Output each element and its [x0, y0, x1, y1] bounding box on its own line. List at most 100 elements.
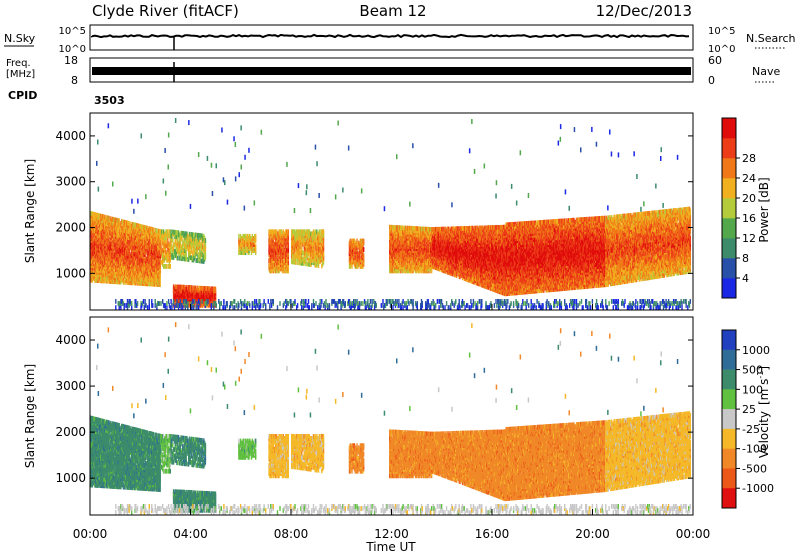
power-cell-2248 [174, 249, 176, 254]
power-cell-736 [112, 260, 114, 266]
power-cell-1024 [122, 277, 125, 283]
power-cell-2386 [189, 255, 192, 260]
power-cell-1242 [129, 241, 131, 247]
power-cell-1266 [130, 235, 132, 241]
power-cell-729 [112, 279, 114, 284]
power-cell-1433 [136, 260, 138, 265]
power-cell-2131 [162, 264, 165, 269]
power-cell-725 [111, 225, 114, 230]
power-cell-2422 [193, 242, 195, 248]
power-cell-1312 [131, 251, 134, 256]
power-cell-764 [113, 237, 115, 243]
power-cell-1486 [137, 254, 140, 259]
power-cell-334 [99, 219, 101, 225]
nave-tick-bottom: 0 [708, 74, 715, 87]
power-cell-1999 [156, 246, 158, 252]
power-cell-698 [110, 231, 113, 236]
noise-left-tick-bottom: 10^0 [59, 44, 86, 55]
power-cell-2205 [168, 229, 171, 235]
power-cell-1891 [152, 227, 154, 232]
power-cell-1636 [142, 247, 145, 253]
power-cell-2424 [193, 232, 195, 238]
power-cell-605 [107, 215, 109, 221]
power-cell-2136 [162, 245, 165, 251]
power-cell-419 [101, 214, 104, 219]
power-cell-1654 [143, 258, 145, 264]
power-cell-2211 [169, 245, 171, 251]
power-cell-1625 [142, 277, 145, 282]
power-cell-2255 [175, 251, 177, 256]
power-cell-536 [105, 254, 108, 259]
power-cell-2216 [169, 229, 171, 235]
power-cell-973 [120, 227, 122, 233]
power-cell-1747 [146, 248, 149, 254]
power-cell-2371 [188, 252, 190, 258]
power-cell-692 [110, 252, 113, 257]
power-cell-1210 [128, 257, 130, 263]
power-cell-80 [91, 221, 94, 227]
power-cell-1992 [156, 263, 158, 269]
power-cell-1234 [129, 264, 131, 269]
power-cell-2357 [186, 240, 188, 245]
power-cell-1199 [127, 220, 130, 226]
power-cell-1736 [146, 275, 149, 280]
power-cell-2072 [158, 241, 161, 246]
power-cell-2417 [192, 232, 194, 238]
power-cell-2398 [190, 238, 192, 244]
power-cell-2020 [157, 251, 159, 256]
power-cell-232 [96, 267, 99, 273]
power-cell-233 [96, 263, 99, 269]
power-cell-612 [108, 266, 110, 272]
power-cell-2378 [188, 250, 191, 256]
power-cell-962 [120, 252, 122, 258]
power-cell-2054 [158, 282, 161, 287]
power-cell-702 [110, 218, 113, 224]
power-cell-2171 [166, 264, 168, 269]
power-cell-2235 [172, 229, 174, 235]
power-cell-1775 [147, 236, 150, 242]
power-cell-2018 [157, 257, 159, 263]
power-cell-208 [95, 257, 98, 263]
freq-tick-top: 18 [64, 54, 78, 67]
power-cell-1849 [151, 275, 153, 281]
power-cell-2140 [162, 229, 165, 235]
power-cell-681 [110, 279, 113, 284]
power-cell-1523 [138, 229, 140, 235]
power-cell-781 [114, 252, 116, 258]
power-cell-559 [106, 260, 109, 266]
power-cell-2404 [191, 244, 193, 250]
power-cell-1793 [148, 244, 150, 250]
power-cell-1182 [127, 257, 130, 263]
power-cell-241 [96, 245, 99, 251]
power-cell-975 [120, 221, 122, 226]
power-cell-2237 [172, 246, 175, 252]
power-cell-2289 [178, 236, 181, 242]
power-cell-335 [99, 213, 101, 219]
power-cell-1814 [149, 246, 151, 252]
power-cell-1513 [138, 254, 140, 260]
power-cell-2325 [183, 241, 185, 247]
power-cell-2347 [185, 252, 187, 258]
power-cell-1012 [121, 250, 124, 256]
power-cell-463 [103, 239, 105, 245]
power-cell-524 [105, 217, 107, 222]
power-cell-2403 [191, 249, 193, 254]
power-cell-1134 [126, 255, 128, 261]
power-cell-1226 [128, 221, 130, 226]
power-cell-658 [110, 274, 112, 280]
power-cell-2137 [162, 241, 165, 247]
power-cell-2225 [171, 252, 173, 258]
power-cell-466 [103, 231, 105, 236]
power-cell-1344 [132, 230, 135, 236]
power-cell-796 [114, 217, 116, 223]
power-cell-1875 [152, 267, 154, 272]
power-cell-1558 [140, 266, 142, 272]
power-cell-3468 [287, 264, 289, 270]
power-cell-344 [100, 259, 102, 265]
power-cell-2209 [169, 251, 171, 257]
power-cell-2165 [165, 249, 167, 255]
power-cell-2290 [178, 232, 181, 238]
power-cell-2141 [163, 264, 166, 269]
power-cell-2207 [169, 257, 171, 263]
